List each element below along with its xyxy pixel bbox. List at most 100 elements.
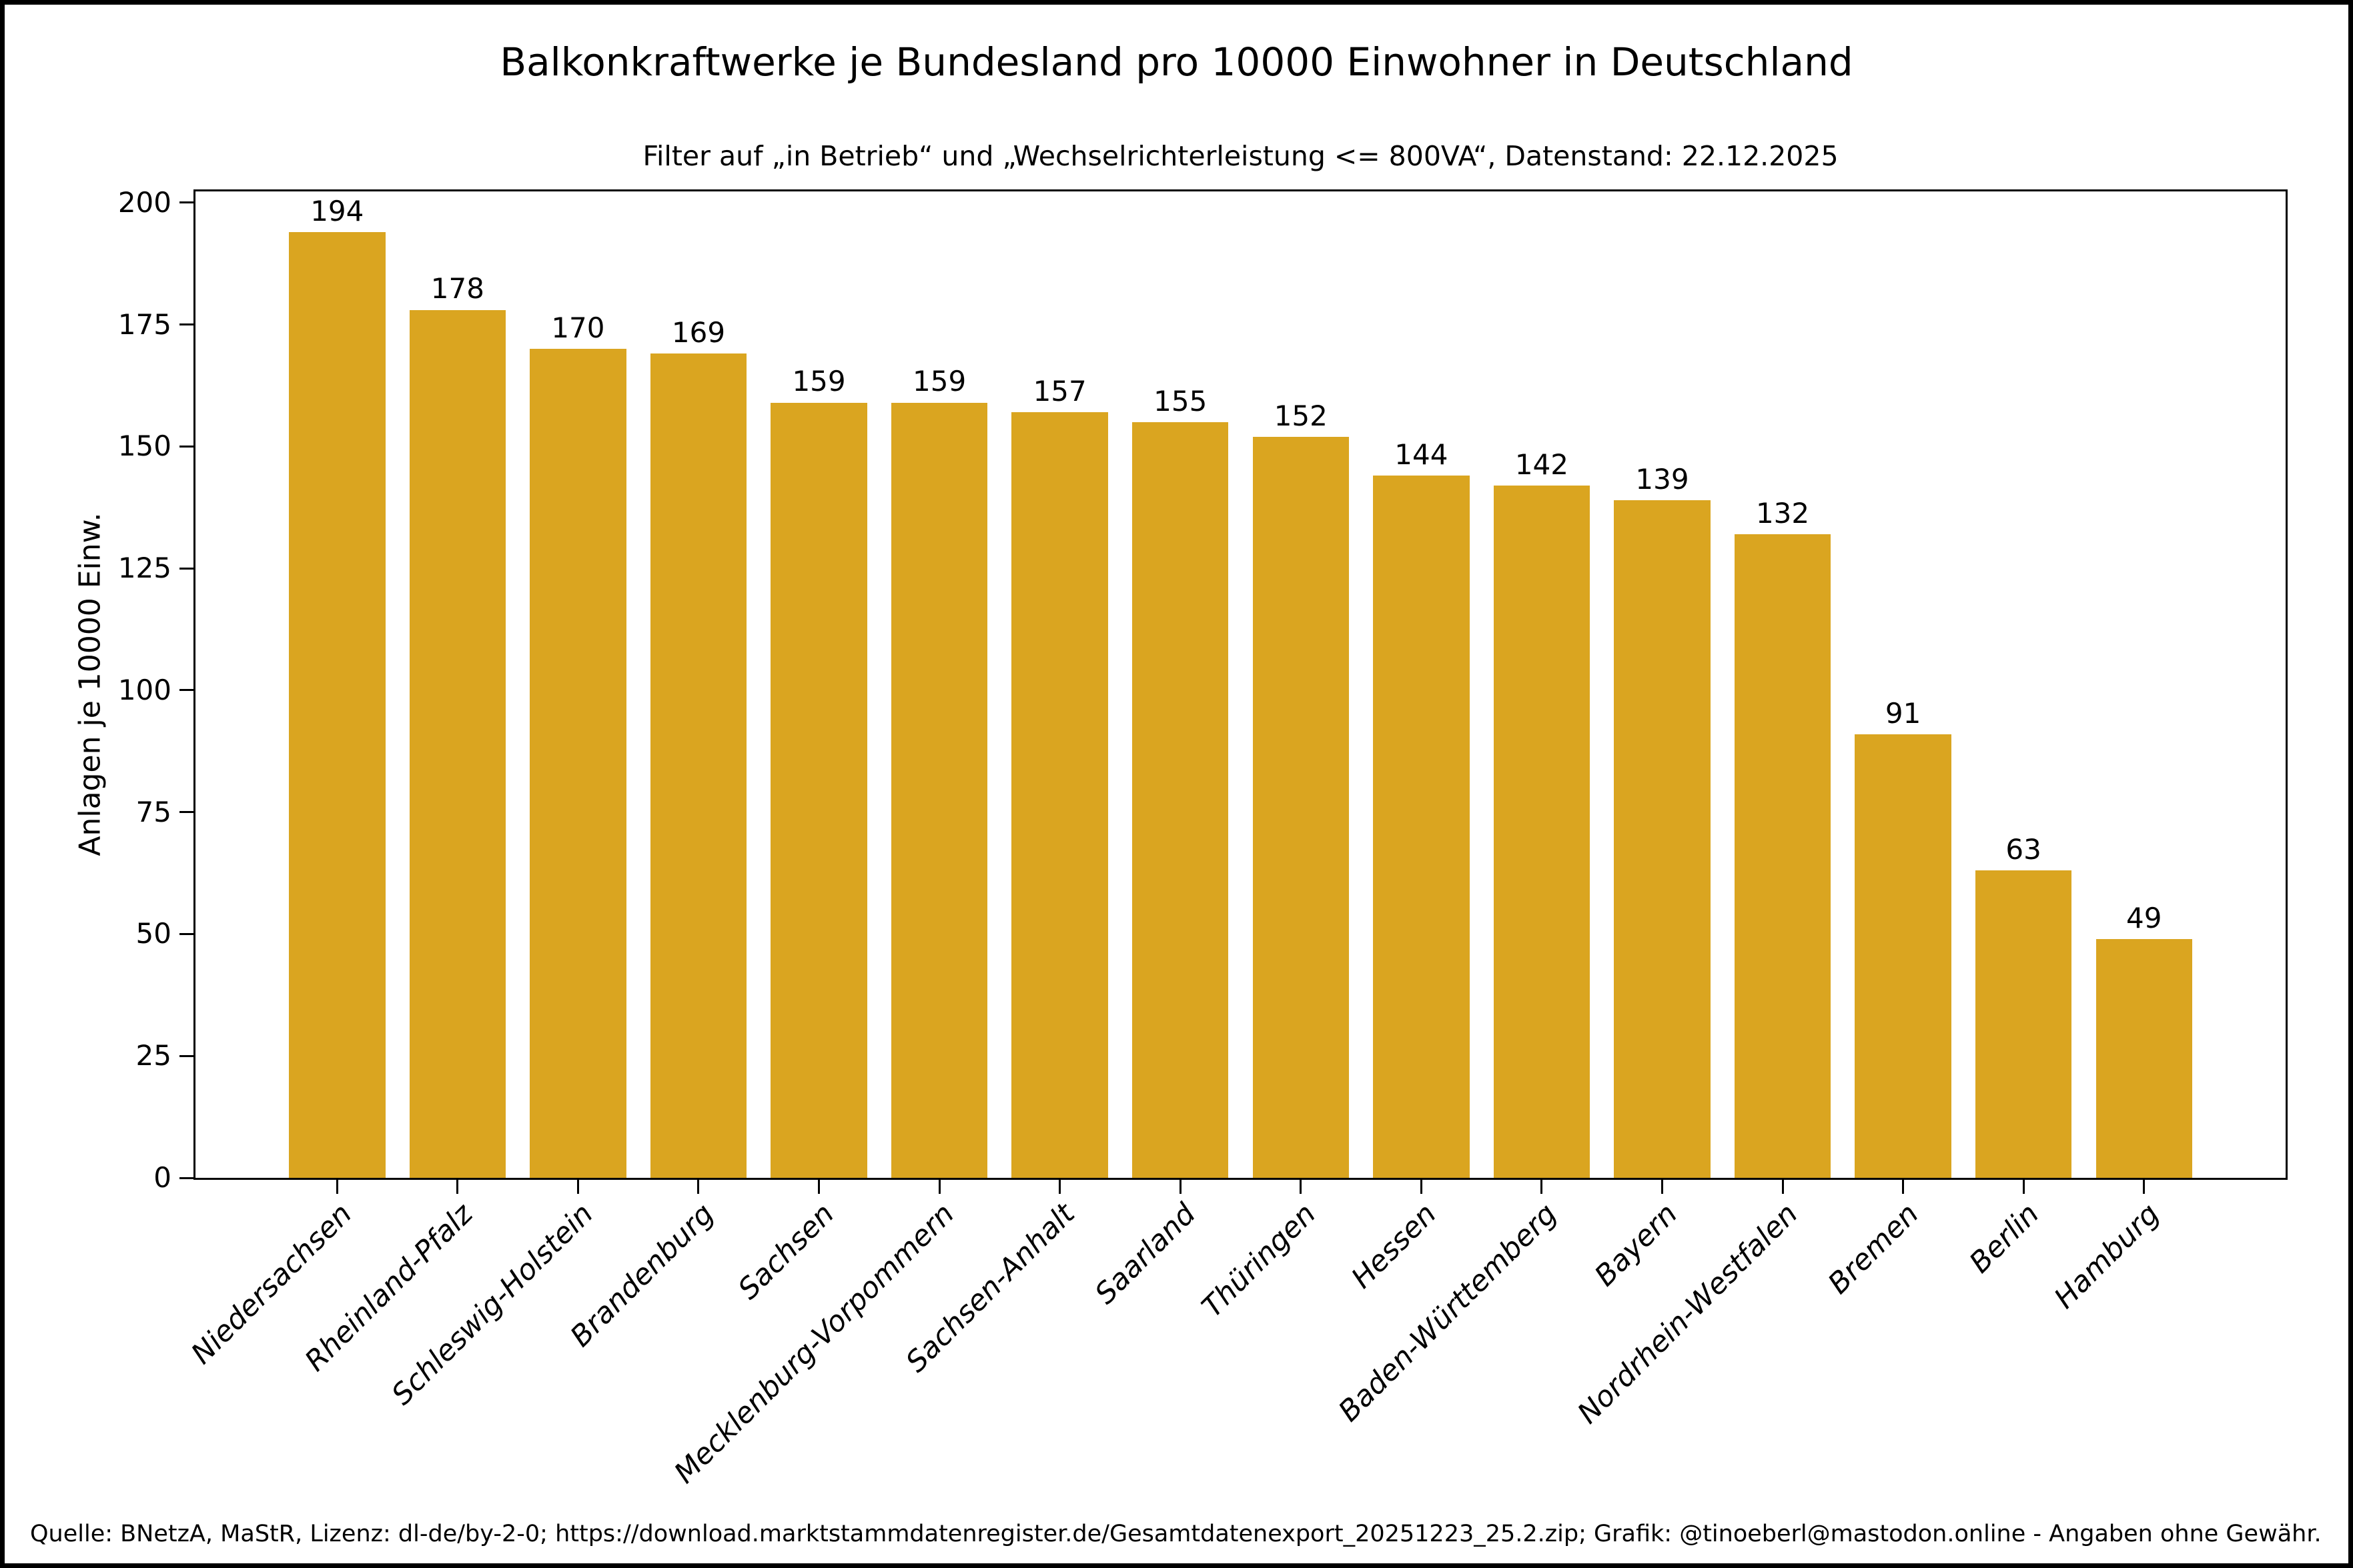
x-axis-label: Saarland bbox=[1088, 1197, 1202, 1311]
bar bbox=[1373, 476, 1470, 1178]
y-axis-title: Anlagen je 10000 Einw. bbox=[73, 512, 107, 856]
bar bbox=[289, 231, 386, 1178]
bar-value-label: 132 bbox=[1755, 496, 1810, 530]
bar-value-label: 170 bbox=[551, 311, 605, 344]
bar bbox=[2095, 938, 2192, 1178]
x-tick bbox=[456, 1178, 459, 1194]
x-tick bbox=[336, 1178, 338, 1194]
bar-value-label: 139 bbox=[1635, 462, 1689, 496]
source-note: Quelle: BNetzA, MaStR, Lizenz: dl-de/by-… bbox=[30, 1521, 2322, 1547]
bar-value-label: 159 bbox=[792, 365, 846, 398]
bar-slot: 194 bbox=[277, 191, 398, 1178]
x-tick bbox=[2143, 1178, 2146, 1194]
x-axis-label: Baden-Württemberg bbox=[1332, 1197, 1564, 1429]
bar bbox=[771, 402, 867, 1178]
y-tick-label: 75 bbox=[135, 795, 171, 828]
x-tick bbox=[697, 1178, 700, 1194]
y-tick bbox=[179, 811, 195, 814]
x-tick bbox=[1781, 1178, 1784, 1194]
bar-slot: 169 bbox=[638, 191, 759, 1178]
x-tick bbox=[576, 1178, 579, 1194]
y-tick-label: 100 bbox=[117, 673, 171, 706]
chart-title: Balkonkraftwerke je Bundesland pro 10000… bbox=[500, 39, 1853, 85]
x-tick bbox=[1420, 1178, 1422, 1194]
x-axis-label: Berlin bbox=[1963, 1197, 2045, 1280]
bar bbox=[650, 353, 747, 1178]
plot-area: 194 178 170 169 159 159 157 155 152 144 142 139 132 9… bbox=[118, 188, 2288, 1490]
bar-slot: 49 bbox=[2083, 191, 2204, 1178]
x-axis-label: Hamburg bbox=[2047, 1197, 2166, 1316]
bar-value-label: 155 bbox=[1153, 384, 1208, 418]
bar-slot: 139 bbox=[1602, 191, 1723, 1178]
x-tick bbox=[1300, 1178, 1302, 1194]
y-tick bbox=[179, 201, 195, 204]
bar bbox=[1855, 734, 1951, 1178]
x-axis-label: Bayern bbox=[1588, 1197, 1685, 1293]
bar-value-label: 157 bbox=[1033, 375, 1087, 408]
x-axis-label: Hessen bbox=[1345, 1197, 1443, 1295]
y-tick bbox=[179, 689, 195, 692]
bar bbox=[891, 402, 988, 1178]
bar-slot: 132 bbox=[1723, 191, 1843, 1178]
y-tick bbox=[179, 932, 195, 935]
bar bbox=[1975, 870, 2072, 1178]
bar bbox=[1493, 485, 1590, 1178]
chart-subtitle: Filter auf „in Betrieb“ und „Wechselrich… bbox=[642, 140, 1839, 172]
bar-value-label: 91 bbox=[1885, 696, 1921, 730]
x-axis-label: Thüringen bbox=[1196, 1197, 1323, 1325]
y-tick bbox=[179, 567, 195, 570]
y-tick-label: 50 bbox=[135, 917, 171, 950]
bar bbox=[1011, 412, 1108, 1178]
bar-slot: 152 bbox=[1241, 191, 1362, 1178]
x-axis-label: Sachsen bbox=[731, 1197, 841, 1307]
bar bbox=[530, 349, 626, 1178]
x-tick bbox=[2022, 1178, 2025, 1194]
y-tick-label: 25 bbox=[135, 1039, 171, 1072]
bar-slot: 159 bbox=[879, 191, 1000, 1178]
bar bbox=[1252, 436, 1349, 1178]
bar-value-label: 63 bbox=[2005, 833, 2041, 866]
y-tick-label: 200 bbox=[117, 185, 171, 219]
x-tick bbox=[1902, 1178, 1905, 1194]
bar-value-label: 178 bbox=[430, 272, 484, 305]
y-tick bbox=[179, 323, 195, 326]
bar-slot: 157 bbox=[999, 191, 1120, 1178]
bar-value-label: 144 bbox=[1394, 438, 1448, 472]
bar-slot: 144 bbox=[1361, 191, 1482, 1178]
x-tick bbox=[1179, 1178, 1182, 1194]
bar-slot: 142 bbox=[1482, 191, 1602, 1178]
bar-value-label: 152 bbox=[1274, 399, 1328, 432]
x-tick bbox=[938, 1178, 941, 1194]
bar-slot: 159 bbox=[759, 191, 879, 1178]
bar bbox=[409, 309, 506, 1178]
x-axis-label: Schleswig-Holstein bbox=[385, 1197, 600, 1412]
y-tick-label: 125 bbox=[117, 552, 171, 585]
bar bbox=[1132, 422, 1229, 1178]
bar-slot: 155 bbox=[1120, 191, 1241, 1178]
bar-slot: 178 bbox=[398, 191, 518, 1178]
y-tick-label: 175 bbox=[117, 307, 171, 341]
bars-layer: 194 178 170 169 159 159 157 155 152 144 142 139 132 9… bbox=[195, 191, 2286, 1178]
bar-value-label: 142 bbox=[1514, 448, 1568, 481]
x-tick bbox=[1540, 1178, 1543, 1194]
bar-value-label: 194 bbox=[310, 194, 364, 227]
x-axis-label: Bremen bbox=[1821, 1197, 1925, 1301]
bar-slot: 63 bbox=[1963, 191, 2084, 1178]
y-tick bbox=[179, 1177, 195, 1179]
bar-slot: 170 bbox=[518, 191, 638, 1178]
x-tick bbox=[1059, 1178, 1061, 1194]
y-tick bbox=[179, 1054, 195, 1057]
y-tick-label: 150 bbox=[117, 430, 171, 463]
x-tick bbox=[1661, 1178, 1664, 1194]
x-axis-label: Nordrhein-Westfalen bbox=[1571, 1197, 1805, 1431]
y-tick bbox=[179, 445, 195, 448]
bar-value-label: 169 bbox=[671, 316, 726, 349]
bar bbox=[1614, 500, 1711, 1178]
y-tick-label: 0 bbox=[153, 1161, 171, 1194]
x-tick bbox=[817, 1178, 820, 1194]
bar bbox=[1734, 534, 1831, 1178]
bar-slot: 91 bbox=[1843, 191, 1963, 1178]
bar-value-label: 49 bbox=[2126, 901, 2162, 934]
bar-value-label: 159 bbox=[913, 365, 967, 398]
